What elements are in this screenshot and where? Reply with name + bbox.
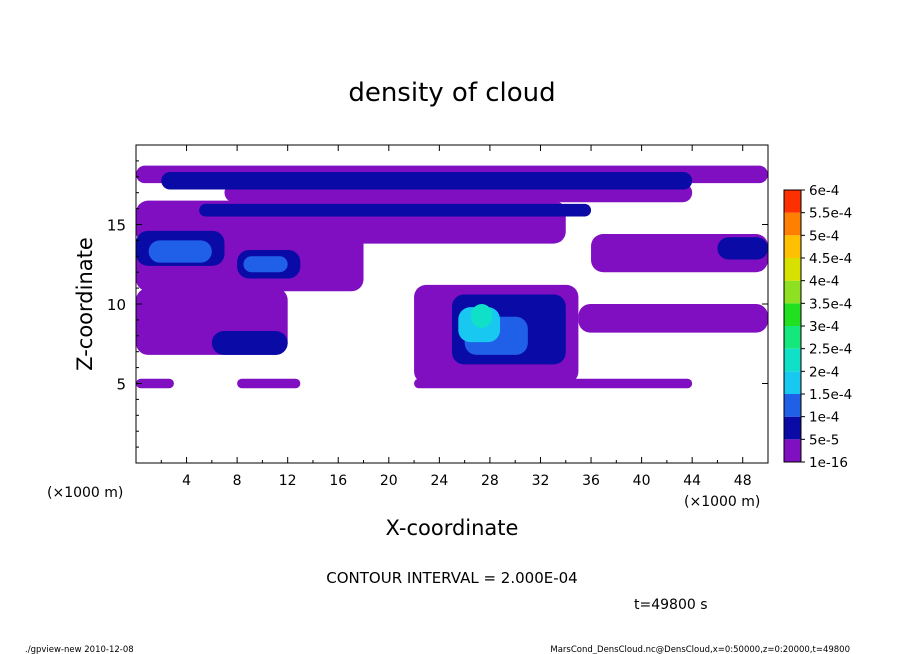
- x-tick-label: 48: [734, 473, 752, 489]
- colorbar-label: 2.5e-4: [809, 342, 852, 358]
- plot-area: [136, 165, 768, 389]
- y-axis-label: Z-coordinate: [73, 237, 97, 371]
- time-label: t=49800 s: [634, 597, 708, 613]
- colorbar-swatch: [784, 212, 801, 236]
- density-region-22: [470, 304, 493, 328]
- colorbar-label: 6e-4: [809, 183, 839, 199]
- colorbar-swatch: [784, 190, 801, 213]
- colorbar-swatch: [784, 394, 801, 417]
- density-region-8: [136, 378, 174, 389]
- density-region-7: [578, 304, 768, 333]
- y-tick-label: 15: [107, 217, 126, 235]
- colorbar-swatch: [784, 280, 801, 304]
- density-region-18: [148, 240, 212, 263]
- density-region-16: [211, 331, 288, 355]
- x-tick-label: 24: [430, 473, 448, 489]
- x-tick-label: 44: [683, 473, 701, 489]
- x-tick-label: 28: [481, 473, 499, 489]
- colorbar-swatch: [784, 258, 801, 281]
- colorbar-label: 4e-4: [809, 274, 839, 290]
- colorbar-label: 3e-4: [809, 319, 839, 335]
- contour-interval-text: CONTOUR INTERVAL = 2.000E-04: [326, 569, 577, 587]
- footer-right-text: MarsCond_DensCloud.nc@DensCloud,x=0:5000…: [550, 645, 850, 654]
- colorbar-label: 4.5e-4: [809, 251, 852, 267]
- colorbar-label: 5.5e-4: [809, 206, 852, 222]
- x-tick-label: 16: [329, 473, 347, 489]
- colorbar-swatch: [784, 439, 801, 462]
- x-axis: 4 8 12 16 20 24 28 32 36 40 44 48: [160, 145, 752, 489]
- x-tick-label: 36: [582, 473, 600, 489]
- colorbar-label: 1e-16: [809, 455, 848, 471]
- x-tick-label: 40: [633, 473, 651, 489]
- colorbar-legend: 1e-16 5e-5 1e-4 1.5e-4 2e-4 2.5e-4 3e-4 3.5e-4 4…: [783, 183, 852, 471]
- colorbar-label: 2e-4: [809, 364, 839, 380]
- density-region-15: [717, 237, 768, 260]
- density-region-12: [199, 203, 592, 217]
- x-axis-label: X-coordinate: [386, 516, 519, 540]
- x-unit-label-right: (×1000 m): [684, 494, 760, 510]
- y-tick-label: 5: [116, 376, 126, 394]
- colorbar-swatch: [784, 235, 801, 258]
- chart-title: density of cloud: [348, 78, 555, 108]
- density-region-19: [243, 256, 288, 273]
- colorbar-label: 1e-4: [809, 410, 839, 426]
- x-tick-label: 32: [532, 473, 550, 489]
- x-tick-label: 20: [380, 473, 398, 489]
- footer-left-text: ./gpview-new 2010-12-08: [25, 645, 134, 654]
- density-region-10: [414, 378, 693, 389]
- x-tick-label: 8: [233, 473, 242, 489]
- x-unit-label-left: (×1000 m): [47, 485, 123, 501]
- colorbar-swatch: [784, 303, 801, 326]
- colorbar-swatch: [784, 348, 801, 372]
- colorbar-label: 5e-4: [809, 228, 839, 244]
- colorbar-label: 3.5e-4: [809, 296, 852, 312]
- colorbar-swatch: [784, 326, 801, 349]
- y-tick-label: 10: [107, 296, 126, 314]
- colorbar-swatch: [784, 371, 801, 394]
- colorbar-label: 5e-5: [809, 432, 839, 448]
- x-tick-label: 12: [279, 473, 297, 489]
- density-region-11: [161, 172, 693, 190]
- density-region-9: [237, 378, 301, 389]
- y-axis: 5 10 15: [107, 160, 768, 448]
- x-tick-label: 4: [182, 473, 191, 489]
- colorbar-label: 1.5e-4: [809, 387, 852, 403]
- colorbar-swatch: [784, 416, 801, 440]
